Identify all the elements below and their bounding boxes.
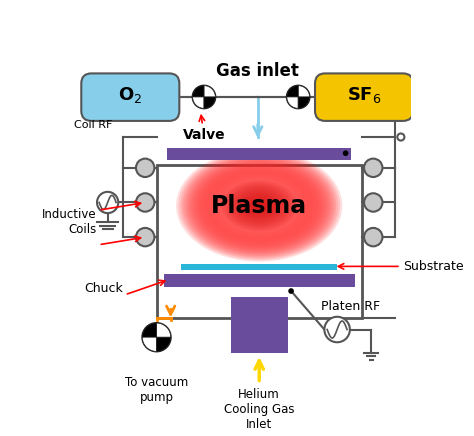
Ellipse shape: [221, 180, 298, 232]
Ellipse shape: [231, 187, 287, 225]
Circle shape: [343, 150, 348, 156]
Ellipse shape: [195, 163, 323, 249]
Ellipse shape: [242, 194, 276, 217]
Ellipse shape: [253, 201, 265, 210]
Ellipse shape: [235, 190, 283, 222]
Ellipse shape: [255, 203, 264, 209]
Ellipse shape: [243, 195, 275, 217]
Text: O$_2$: O$_2$: [118, 85, 142, 105]
Ellipse shape: [189, 159, 329, 253]
Ellipse shape: [227, 184, 292, 227]
Ellipse shape: [212, 174, 306, 237]
Circle shape: [288, 288, 294, 294]
Wedge shape: [287, 85, 298, 97]
Ellipse shape: [251, 200, 268, 211]
Wedge shape: [204, 97, 215, 108]
Wedge shape: [204, 85, 215, 97]
Text: To vacuum
pump: To vacuum pump: [125, 376, 188, 404]
Ellipse shape: [227, 184, 291, 227]
Text: Valve: Valve: [182, 116, 225, 142]
Circle shape: [142, 323, 171, 351]
Ellipse shape: [200, 166, 319, 246]
Circle shape: [136, 193, 155, 211]
Ellipse shape: [230, 186, 289, 225]
Ellipse shape: [244, 196, 274, 216]
Ellipse shape: [232, 188, 286, 224]
Ellipse shape: [210, 173, 308, 238]
Ellipse shape: [251, 201, 267, 211]
Circle shape: [287, 85, 310, 108]
Ellipse shape: [234, 189, 285, 223]
Ellipse shape: [219, 179, 300, 233]
Ellipse shape: [229, 186, 289, 226]
Wedge shape: [156, 337, 171, 351]
Ellipse shape: [238, 191, 281, 220]
Circle shape: [136, 228, 155, 246]
Ellipse shape: [191, 160, 328, 252]
Text: Helium
Cooling Gas
Inlet: Helium Cooling Gas Inlet: [224, 388, 294, 431]
Ellipse shape: [182, 154, 336, 257]
Ellipse shape: [184, 156, 334, 256]
Bar: [164, 274, 355, 287]
Ellipse shape: [214, 176, 304, 236]
Wedge shape: [192, 85, 204, 97]
Wedge shape: [298, 85, 310, 97]
Text: Chuck: Chuck: [84, 282, 122, 295]
Circle shape: [192, 85, 215, 108]
Circle shape: [324, 317, 350, 342]
Ellipse shape: [240, 193, 278, 218]
Ellipse shape: [206, 170, 312, 242]
Ellipse shape: [187, 157, 332, 255]
Wedge shape: [287, 97, 298, 108]
Ellipse shape: [256, 204, 262, 208]
Ellipse shape: [254, 202, 264, 209]
Ellipse shape: [197, 164, 321, 247]
Ellipse shape: [238, 191, 281, 220]
Ellipse shape: [201, 167, 317, 245]
Ellipse shape: [204, 169, 315, 243]
Text: Coil RF: Coil RF: [74, 120, 113, 130]
Bar: [182, 264, 337, 270]
Ellipse shape: [257, 204, 261, 207]
Ellipse shape: [246, 197, 273, 215]
Wedge shape: [156, 323, 171, 337]
Circle shape: [136, 159, 155, 177]
Ellipse shape: [176, 150, 342, 262]
Ellipse shape: [208, 171, 310, 240]
Circle shape: [364, 159, 383, 177]
Ellipse shape: [236, 190, 283, 221]
Ellipse shape: [225, 183, 293, 229]
Ellipse shape: [223, 181, 295, 230]
Text: Gas inlet: Gas inlet: [216, 61, 299, 79]
Ellipse shape: [225, 182, 294, 229]
Ellipse shape: [240, 193, 278, 219]
FancyBboxPatch shape: [315, 73, 413, 121]
Wedge shape: [142, 337, 156, 351]
Bar: [167, 148, 351, 160]
Ellipse shape: [178, 151, 340, 260]
Text: Plasma: Plasma: [211, 194, 307, 218]
Wedge shape: [142, 323, 156, 337]
Ellipse shape: [180, 153, 338, 259]
Text: Substrate: Substrate: [403, 260, 464, 273]
Text: Inductive
Coils: Inductive Coils: [42, 208, 96, 236]
FancyBboxPatch shape: [81, 73, 179, 121]
Ellipse shape: [248, 199, 270, 213]
Text: SF$_6$: SF$_6$: [346, 85, 382, 105]
Circle shape: [397, 133, 404, 140]
Bar: [231, 297, 288, 353]
Ellipse shape: [217, 177, 302, 235]
Ellipse shape: [193, 161, 325, 250]
Ellipse shape: [248, 199, 270, 213]
Bar: [156, 165, 362, 318]
Circle shape: [364, 228, 383, 246]
Ellipse shape: [222, 181, 297, 231]
Text: Platen RF: Platen RF: [321, 300, 380, 313]
Circle shape: [97, 192, 118, 213]
Wedge shape: [298, 97, 310, 108]
Wedge shape: [192, 97, 204, 108]
Circle shape: [364, 193, 383, 211]
Ellipse shape: [246, 197, 272, 215]
